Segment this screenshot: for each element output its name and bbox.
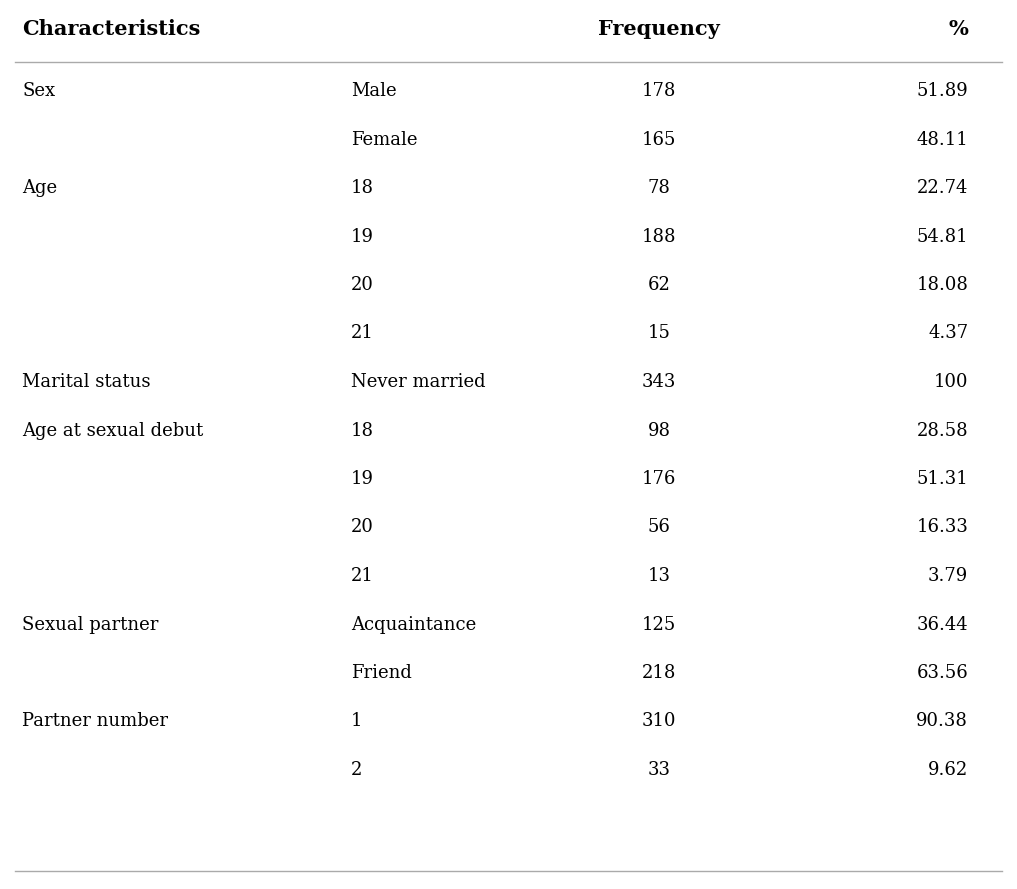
Text: 18.08: 18.08: [916, 276, 968, 294]
Text: 78: 78: [648, 179, 670, 197]
Text: 20: 20: [351, 276, 373, 294]
Text: 54.81: 54.81: [916, 228, 968, 245]
Text: 36.44: 36.44: [916, 615, 968, 634]
Text: 2: 2: [351, 761, 362, 779]
Text: 176: 176: [642, 470, 676, 488]
Text: 22.74: 22.74: [916, 179, 968, 197]
Text: Characteristics: Characteristics: [22, 19, 200, 39]
Text: 125: 125: [642, 615, 676, 634]
Text: 4.37: 4.37: [929, 324, 968, 342]
Text: Partner number: Partner number: [22, 712, 169, 731]
Text: 33: 33: [648, 761, 670, 779]
Text: 165: 165: [642, 131, 676, 148]
Text: 20: 20: [351, 518, 373, 536]
Text: Never married: Never married: [351, 373, 485, 391]
Text: 100: 100: [934, 373, 968, 391]
Text: 28.58: 28.58: [916, 421, 968, 439]
Text: 1: 1: [351, 712, 362, 731]
Text: Friend: Friend: [351, 664, 412, 682]
Text: 51.89: 51.89: [916, 82, 968, 100]
Text: 63.56: 63.56: [916, 664, 968, 682]
Text: Sex: Sex: [22, 82, 56, 100]
Text: 13: 13: [648, 567, 670, 585]
Text: Age: Age: [22, 179, 58, 197]
Text: 18: 18: [351, 179, 374, 197]
Text: 16.33: 16.33: [916, 518, 968, 536]
Text: Male: Male: [351, 82, 397, 100]
Text: 343: 343: [642, 373, 676, 391]
Text: 178: 178: [642, 82, 676, 100]
Text: Marital status: Marital status: [22, 373, 151, 391]
Text: 90.38: 90.38: [916, 712, 968, 731]
Text: 15: 15: [648, 324, 670, 342]
Text: 51.31: 51.31: [916, 470, 968, 488]
Text: 310: 310: [642, 712, 676, 731]
Text: 19: 19: [351, 470, 374, 488]
Text: Sexual partner: Sexual partner: [22, 615, 159, 634]
Text: 48.11: 48.11: [916, 131, 968, 148]
Text: 3.79: 3.79: [928, 567, 968, 585]
Text: 19: 19: [351, 228, 374, 245]
Text: 21: 21: [351, 567, 373, 585]
Text: 188: 188: [642, 228, 676, 245]
Text: 98: 98: [648, 421, 670, 439]
Text: 9.62: 9.62: [928, 761, 968, 779]
Text: 62: 62: [648, 276, 670, 294]
Text: %: %: [948, 19, 968, 39]
Text: 21: 21: [351, 324, 373, 342]
Text: 18: 18: [351, 421, 374, 439]
Text: 56: 56: [648, 518, 670, 536]
Text: Female: Female: [351, 131, 417, 148]
Text: Age at sexual debut: Age at sexual debut: [22, 421, 203, 439]
Text: 218: 218: [642, 664, 676, 682]
Text: Frequency: Frequency: [598, 19, 720, 39]
Text: Acquaintance: Acquaintance: [351, 615, 476, 634]
